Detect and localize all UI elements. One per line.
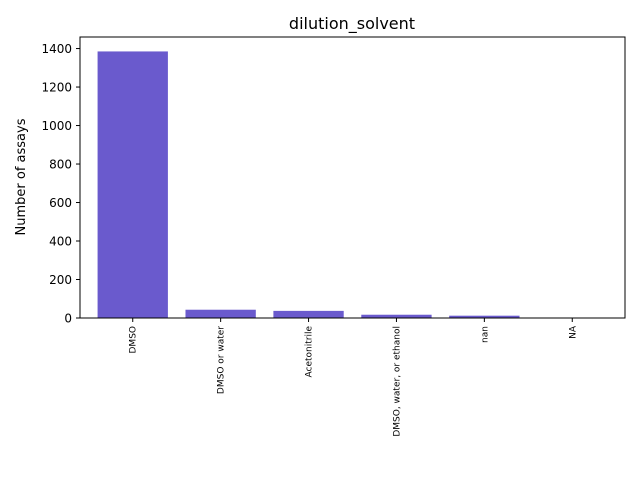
bars-group — [97, 51, 608, 318]
y-tick-label-2: 400 — [49, 235, 72, 249]
x-tick-label-0: DMSO — [129, 326, 139, 354]
x-tick-label-3: DMSO, water, or ethanol — [392, 326, 402, 437]
y-tick-label-6: 1200 — [41, 81, 72, 95]
y-tick-label-7: 1400 — [41, 42, 72, 56]
y-tick-label-1: 200 — [49, 273, 72, 287]
plot-area-frame — [79, 36, 626, 319]
y-tick-label-3: 600 — [49, 196, 72, 210]
y-tick-label-5: 1000 — [41, 119, 72, 133]
chart-title: dilution_solvent — [289, 14, 415, 34]
bar-3 — [361, 314, 432, 318]
y-axis-ticks: 0 200 400 600 800 1000 1200 1400 — [41, 42, 80, 326]
x-tick-label-1: DMSO or water — [217, 326, 227, 394]
bar-0 — [97, 51, 168, 318]
y-tick-label-0: 0 — [64, 312, 72, 326]
y-axis-label: Number of assays — [14, 118, 29, 235]
bar-1 — [185, 309, 256, 318]
x-axis-ticks: DMSO DMSO or water Acetonitrile DMSO, water… — [129, 318, 578, 437]
x-tick-label-5: NA — [568, 325, 578, 339]
x-tick-label-4: nan — [480, 326, 490, 343]
x-tick-label-2: Acetonitrile — [305, 326, 315, 378]
bar-2 — [273, 310, 344, 318]
y-tick-label-4: 800 — [49, 158, 72, 172]
bar-4 — [449, 315, 520, 318]
